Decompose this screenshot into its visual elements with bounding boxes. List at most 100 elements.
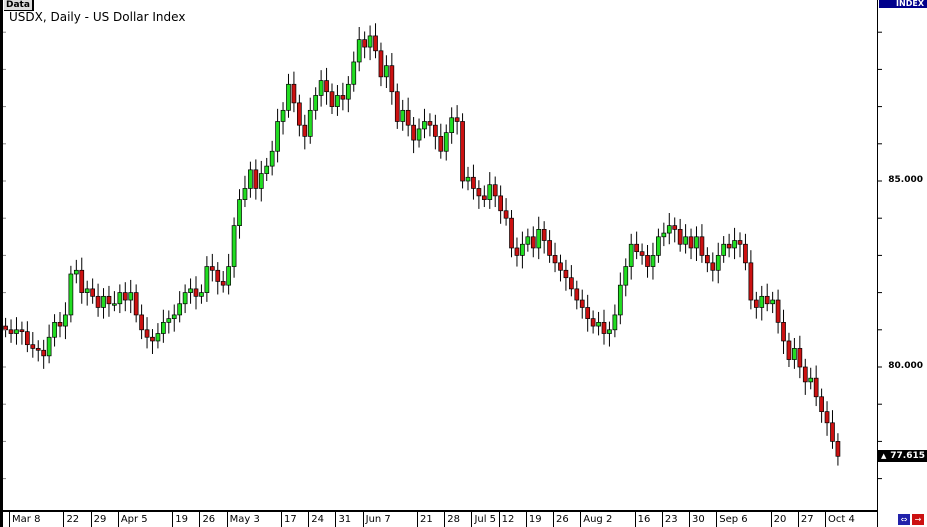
data-window-tab[interactable]: Data bbox=[4, 0, 34, 11]
candle bbox=[90, 278, 95, 304]
candle bbox=[661, 222, 667, 247]
bear-candle-body bbox=[433, 124, 438, 137]
bull-candle-body bbox=[73, 269, 79, 275]
bear-candle-body bbox=[677, 229, 683, 245]
candle bbox=[384, 55, 389, 88]
exit-arrow-icon[interactable]: → bbox=[912, 514, 924, 525]
candle bbox=[650, 242, 656, 280]
bull-candle-body bbox=[416, 128, 422, 141]
candle bbox=[743, 233, 748, 271]
candle bbox=[253, 159, 259, 200]
candle bbox=[378, 42, 384, 87]
bull-candle-body bbox=[258, 173, 264, 189]
candle bbox=[220, 271, 226, 293]
bear-candle-body bbox=[405, 109, 411, 126]
candle bbox=[209, 253, 215, 282]
candle bbox=[547, 230, 552, 263]
bear-candle-body bbox=[509, 217, 514, 249]
x-tick-label: 24 bbox=[308, 512, 324, 527]
index-label: INDEX bbox=[879, 0, 927, 8]
candle bbox=[715, 242, 721, 284]
candle bbox=[150, 329, 155, 354]
bull-candle-body bbox=[313, 95, 319, 111]
bear-candle-body bbox=[209, 266, 215, 271]
candle bbox=[737, 232, 743, 258]
bear-candle-body bbox=[705, 255, 710, 264]
bear-candle-body bbox=[438, 136, 444, 152]
bull-candle-body bbox=[166, 318, 172, 323]
price-axis[interactable]: INDEX 85.000 80.000 ▲ 77.615 bbox=[877, 0, 927, 527]
candle bbox=[666, 212, 672, 245]
bear-candle-body bbox=[122, 292, 128, 301]
candle bbox=[574, 280, 580, 310]
candle bbox=[307, 97, 313, 144]
candle bbox=[335, 85, 340, 116]
candle bbox=[204, 256, 210, 302]
candle bbox=[324, 67, 329, 105]
candle bbox=[514, 237, 520, 267]
bear-candle-body bbox=[329, 91, 335, 107]
candle bbox=[645, 244, 650, 278]
bear-candle-body bbox=[802, 366, 808, 383]
bear-candle-body bbox=[601, 322, 607, 334]
candle bbox=[558, 254, 563, 282]
bull-candle-body bbox=[264, 165, 270, 174]
bear-candle-body bbox=[699, 236, 705, 256]
bear-candle-body bbox=[672, 225, 678, 230]
candle bbox=[8, 319, 14, 343]
candle bbox=[563, 259, 569, 291]
bear-candle-body bbox=[389, 65, 395, 93]
bear-candle-body bbox=[753, 299, 759, 308]
candle bbox=[590, 310, 596, 334]
candle bbox=[79, 257, 85, 304]
candle bbox=[128, 279, 134, 314]
candle bbox=[258, 160, 264, 202]
bear-candle-body bbox=[139, 314, 144, 331]
candle bbox=[400, 99, 406, 131]
fit-chart-icon[interactable]: ⇔ bbox=[898, 514, 910, 525]
x-tick-label: 16 bbox=[634, 512, 650, 527]
x-tick-label: 20 bbox=[770, 512, 786, 527]
candle bbox=[248, 161, 253, 198]
candle bbox=[405, 97, 411, 137]
candle bbox=[329, 83, 335, 115]
bear-candle-body bbox=[476, 188, 482, 197]
bear-candle-body bbox=[41, 349, 47, 357]
candle bbox=[117, 284, 123, 314]
candle bbox=[112, 291, 117, 312]
bear-candle-body bbox=[35, 348, 41, 351]
candle bbox=[492, 176, 498, 208]
bull-candle-body bbox=[84, 288, 90, 293]
bull-candle-body bbox=[112, 303, 117, 306]
candle bbox=[297, 94, 302, 137]
candle bbox=[764, 283, 770, 312]
bull-candle-body bbox=[155, 333, 161, 342]
bear-candle-body bbox=[835, 441, 841, 457]
candle bbox=[166, 310, 172, 334]
candle bbox=[68, 265, 74, 323]
candle bbox=[596, 311, 601, 336]
candle bbox=[498, 185, 503, 224]
candle bbox=[759, 285, 765, 321]
bear-candle-body bbox=[19, 329, 25, 333]
candle bbox=[585, 294, 591, 332]
bull-candle-body bbox=[656, 236, 661, 256]
x-tick-label: 28 bbox=[444, 512, 460, 527]
candle bbox=[824, 401, 830, 436]
candle bbox=[19, 321, 25, 345]
candle bbox=[280, 102, 286, 135]
bear-candle-body bbox=[813, 377, 819, 398]
x-tick-label: 19 bbox=[525, 512, 542, 527]
candle bbox=[781, 309, 786, 354]
bull-candle-body bbox=[307, 109, 313, 137]
candle bbox=[52, 314, 57, 347]
x-tick-label: 21 bbox=[417, 512, 433, 527]
chart-plot-area[interactable]: Data USDX, Daily - US Dollar Index bbox=[3, 0, 877, 510]
bull-candle-body bbox=[422, 121, 427, 130]
x-tick-label: Sep 6 bbox=[716, 512, 748, 527]
candle bbox=[819, 388, 824, 423]
candle bbox=[476, 180, 482, 209]
bear-candle-body bbox=[645, 255, 650, 267]
candle bbox=[656, 228, 661, 263]
candle bbox=[422, 108, 427, 139]
